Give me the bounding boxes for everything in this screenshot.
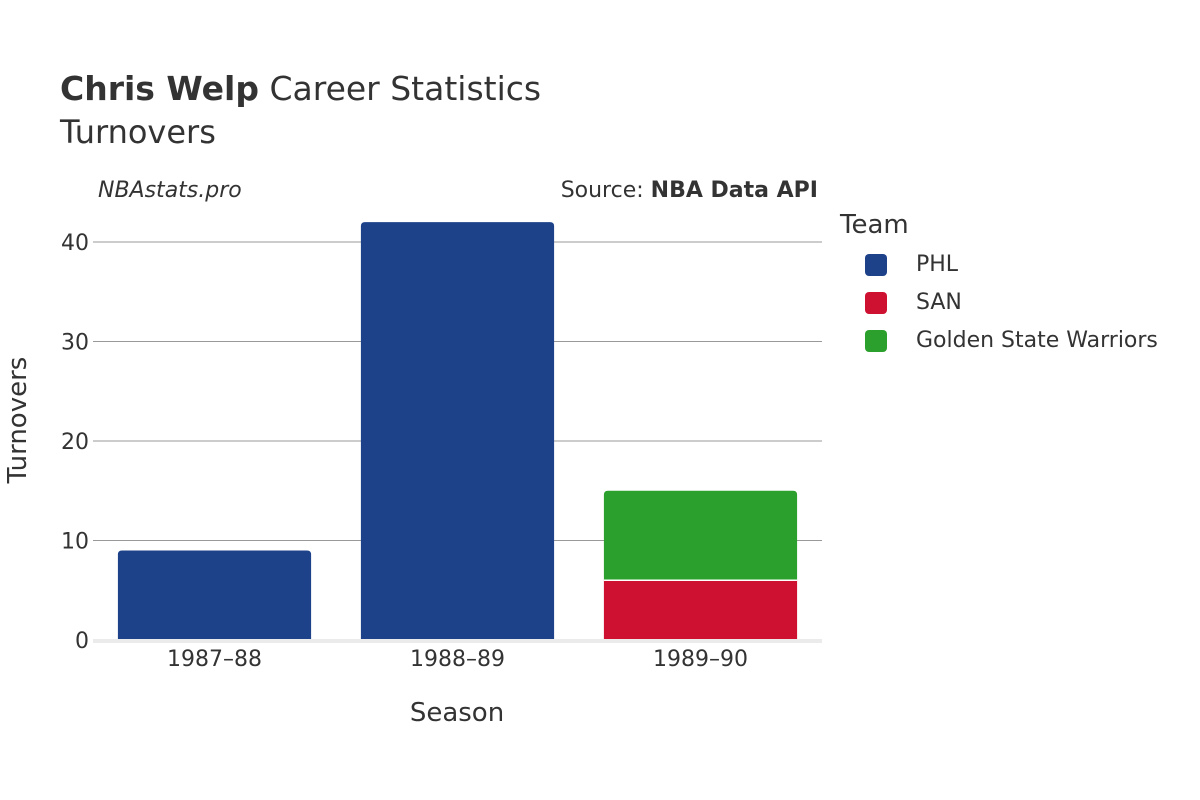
legend-swatch-phl (865, 254, 887, 276)
legend-title: Team (840, 210, 909, 240)
legend-label-san: SAN (916, 290, 962, 315)
bar-phl-2[interactable] (360, 222, 555, 640)
legend-swatch-san (865, 292, 887, 314)
player-name: Chris Welp (60, 69, 259, 108)
source-name: NBA Data API (650, 178, 818, 203)
source-credit: Source: NBA Data API (561, 178, 818, 203)
legend: Team PHL SAN Golden State Warriors (840, 210, 1158, 366)
chart-title: Chris Welp Career Statistics (60, 69, 541, 108)
legend-label-gsw: Golden State Warriors (916, 328, 1158, 353)
legend-label-phl: PHL (916, 252, 959, 277)
legend-swatch-gsw (865, 330, 887, 352)
x-tick-label: 1988–89 (410, 647, 505, 672)
bar-san-3[interactable] (603, 580, 798, 640)
watermark: NBAstats.pro (98, 178, 242, 203)
legend-item-gsw[interactable]: Golden State Warriors (840, 328, 1158, 366)
x-axis-title: Season (410, 698, 504, 728)
y-axis-title: Turnovers (3, 357, 33, 485)
bar-golden-state-warriors-3[interactable] (603, 490, 798, 581)
legend-item-phl[interactable]: PHL (840, 252, 958, 290)
x-tick-label: 1987–88 (167, 647, 262, 672)
title-rest: Career Statistics (269, 69, 542, 108)
x-tick-label: 1989–90 (653, 647, 748, 672)
y-tick-label: 20 (61, 430, 89, 455)
bars-layer (117, 222, 798, 640)
bar-phl-1[interactable] (117, 550, 312, 640)
chart-subtitle: Turnovers (60, 113, 216, 151)
y-tick-label: 0 (75, 629, 89, 654)
axis-layer: 0 10 20 30 40 1987–88 1988–89 1989–90 (61, 231, 822, 672)
y-tick-label: 40 (61, 231, 89, 256)
y-tick-label: 10 (61, 530, 89, 555)
source-prefix: Source: (560, 178, 651, 203)
legend-item-san[interactable]: SAN (840, 290, 962, 328)
y-tick-label: 30 (61, 331, 89, 356)
